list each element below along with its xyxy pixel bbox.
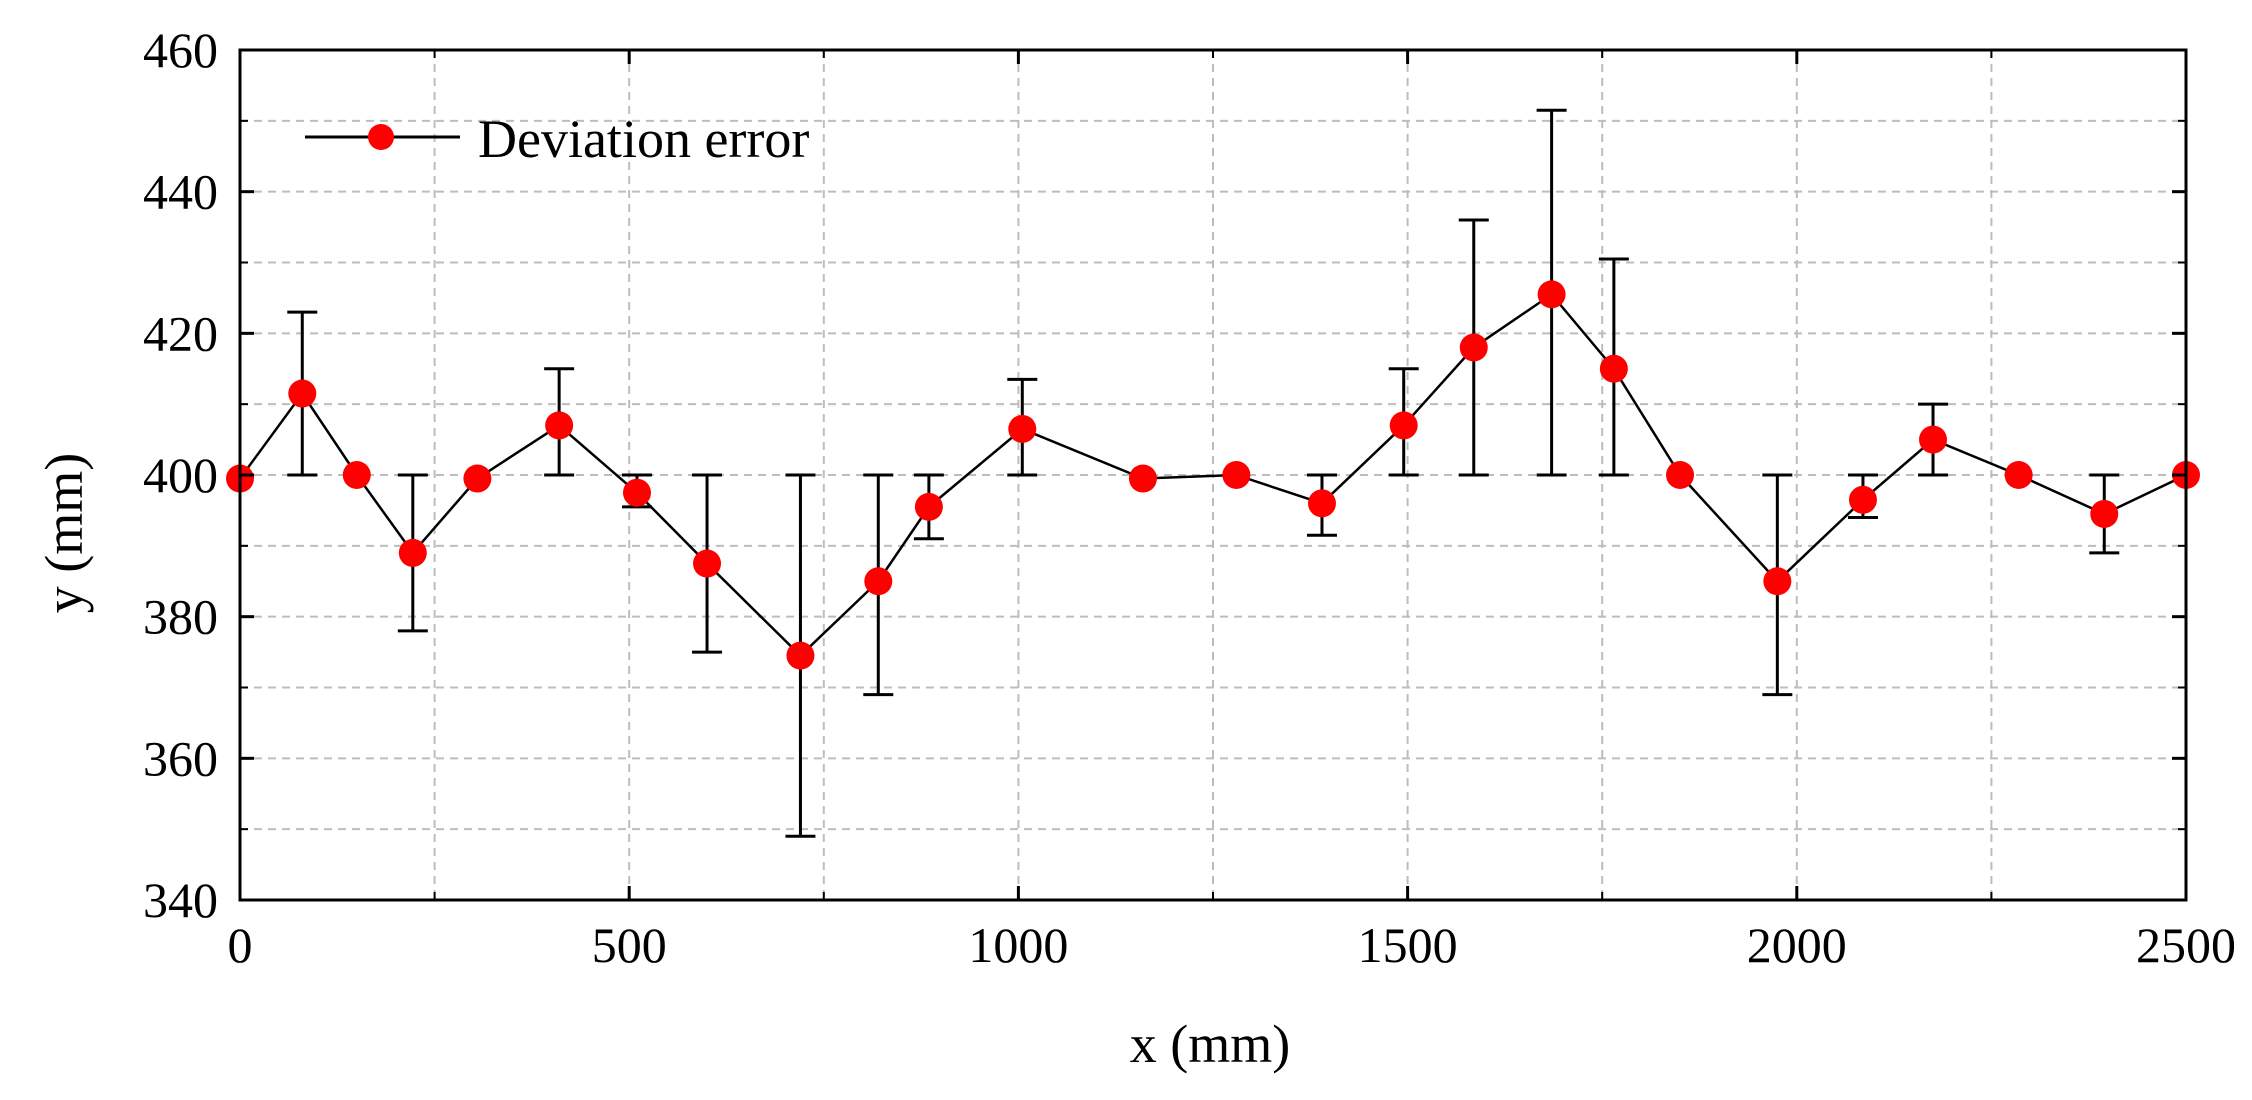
data-point [1222, 461, 1251, 489]
y-tick-label: 400 [143, 447, 218, 503]
data-point [1919, 425, 1948, 454]
x-tick-label: 1500 [1358, 917, 1458, 973]
data-point [864, 567, 893, 596]
x-tick-label: 2000 [1747, 917, 1847, 973]
y-tick-label: 360 [143, 730, 218, 786]
x-axis-title: x (mm) [1130, 1014, 1290, 1074]
data-point [342, 461, 371, 489]
data-point [1389, 411, 1418, 440]
data-point [1307, 489, 1336, 518]
data-point [1008, 414, 1037, 443]
data-point [1599, 354, 1628, 383]
legend: Deviation error [305, 109, 809, 169]
data-point [398, 538, 427, 567]
legend-label: Deviation error [478, 109, 809, 169]
x-tick-label: 500 [592, 917, 667, 973]
data-point [2090, 499, 2119, 528]
tick-label-layer: 0 500 1000 1500 2000 2500 340 360 380 400 420 440 46… [143, 22, 2236, 973]
data-point [1537, 280, 1566, 309]
data-point [914, 492, 943, 521]
series-line [238, 292, 2187, 658]
data-point [545, 411, 574, 440]
y-tick-label: 340 [143, 872, 218, 928]
x-tick-label: 0 [228, 917, 253, 973]
data-point [622, 478, 651, 507]
y-tick-label: 440 [143, 164, 218, 220]
data-point [288, 379, 317, 408]
data-point [1459, 333, 1488, 362]
x-tick-label: 1000 [968, 917, 1068, 973]
data-point [2004, 461, 2033, 489]
series-layer [226, 108, 2200, 838]
y-tick-label: 380 [143, 589, 218, 645]
data-point [693, 549, 722, 578]
data-point [1848, 485, 1877, 514]
data-point [1763, 567, 1792, 596]
data-point [463, 464, 492, 493]
x-tick-label: 2500 [2136, 917, 2236, 973]
y-axis-title: y (mm) [34, 453, 94, 613]
legend-marker [368, 124, 394, 150]
data-point [1128, 464, 1157, 493]
axes-layer [238, 48, 2188, 902]
y-tick-label: 420 [143, 305, 218, 361]
y-tick-label: 460 [143, 22, 218, 78]
data-point [1666, 461, 1695, 489]
data-point [786, 641, 815, 670]
